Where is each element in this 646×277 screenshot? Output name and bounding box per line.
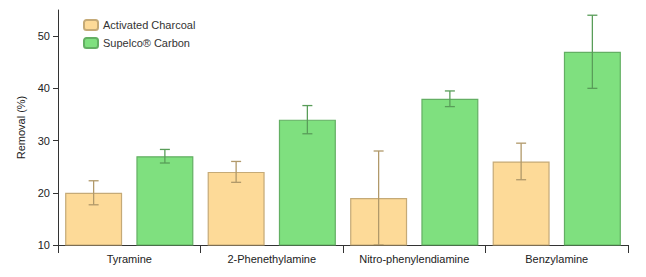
svg-text:50: 50	[38, 30, 50, 42]
svg-text:Activated Charcoal: Activated Charcoal	[103, 19, 195, 31]
svg-text:10: 10	[38, 239, 50, 251]
svg-text:Supelco® Carbon: Supelco® Carbon	[103, 37, 190, 49]
svg-text:20: 20	[38, 187, 50, 199]
svg-text:Tyramine: Tyramine	[107, 253, 152, 265]
svg-text:2-Phenethylamine: 2-Phenethylamine	[227, 253, 316, 265]
svg-text:Removal (%): Removal (%)	[15, 96, 27, 160]
svg-text:30: 30	[38, 135, 50, 147]
svg-text:40: 40	[38, 82, 50, 94]
svg-text:Nitro-phenylendiamine: Nitro-phenylendiamine	[359, 253, 469, 265]
svg-text:Benzylamine: Benzylamine	[525, 253, 588, 265]
